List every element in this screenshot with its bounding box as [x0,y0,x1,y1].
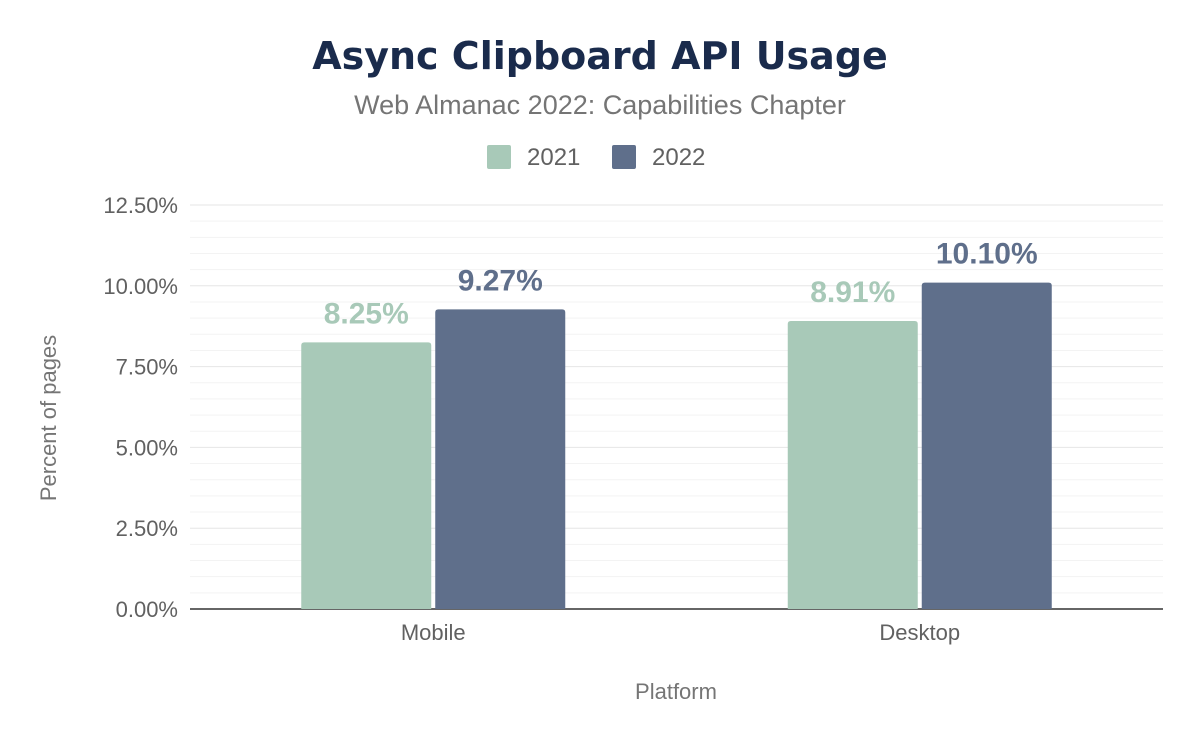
y-tick-label: 7.50% [116,355,178,380]
bar-mobile-2021 [301,342,432,609]
x-tick-label: Mobile [401,620,466,645]
x-axis-label: Platform [635,679,717,704]
y-tick-label: 5.00% [116,435,178,460]
data-label: 9.27% [458,264,543,297]
legend-label: 2022 [652,144,705,171]
legend-label: 2021 [527,144,580,171]
bar-mobile-2022 [435,309,566,609]
bar-desktop-2022 [921,282,1052,609]
data-label: 8.25% [324,297,409,330]
y-tick-label: 10.00% [103,274,178,299]
legend: 2021 2022 [487,144,705,171]
x-tick-label: Desktop [879,620,960,645]
y-axis-label: Percent of pages [36,335,61,501]
y-tick-label: 2.50% [116,516,178,541]
legend-swatch [487,145,511,169]
y-axis-ticks: 0.00% 2.50% 5.00% 7.50% 10.00% 12.50% [103,193,178,622]
data-label: 8.91% [810,276,895,309]
bars [301,282,1052,609]
y-tick-label: 0.00% [116,597,178,622]
data-labels: 8.25% 9.27% 8.91% 10.10% [324,238,1038,331]
chart-subtitle: Web Almanac 2022: Capabilities Chapter [354,90,846,120]
x-axis-ticks: Mobile Desktop [401,620,960,645]
chart-title: Async Clipboard API Usage [312,34,888,78]
bar-desktop-2021 [787,321,918,609]
y-tick-label: 12.50% [103,193,178,218]
data-label: 10.10% [936,238,1038,271]
legend-swatch [612,145,636,169]
